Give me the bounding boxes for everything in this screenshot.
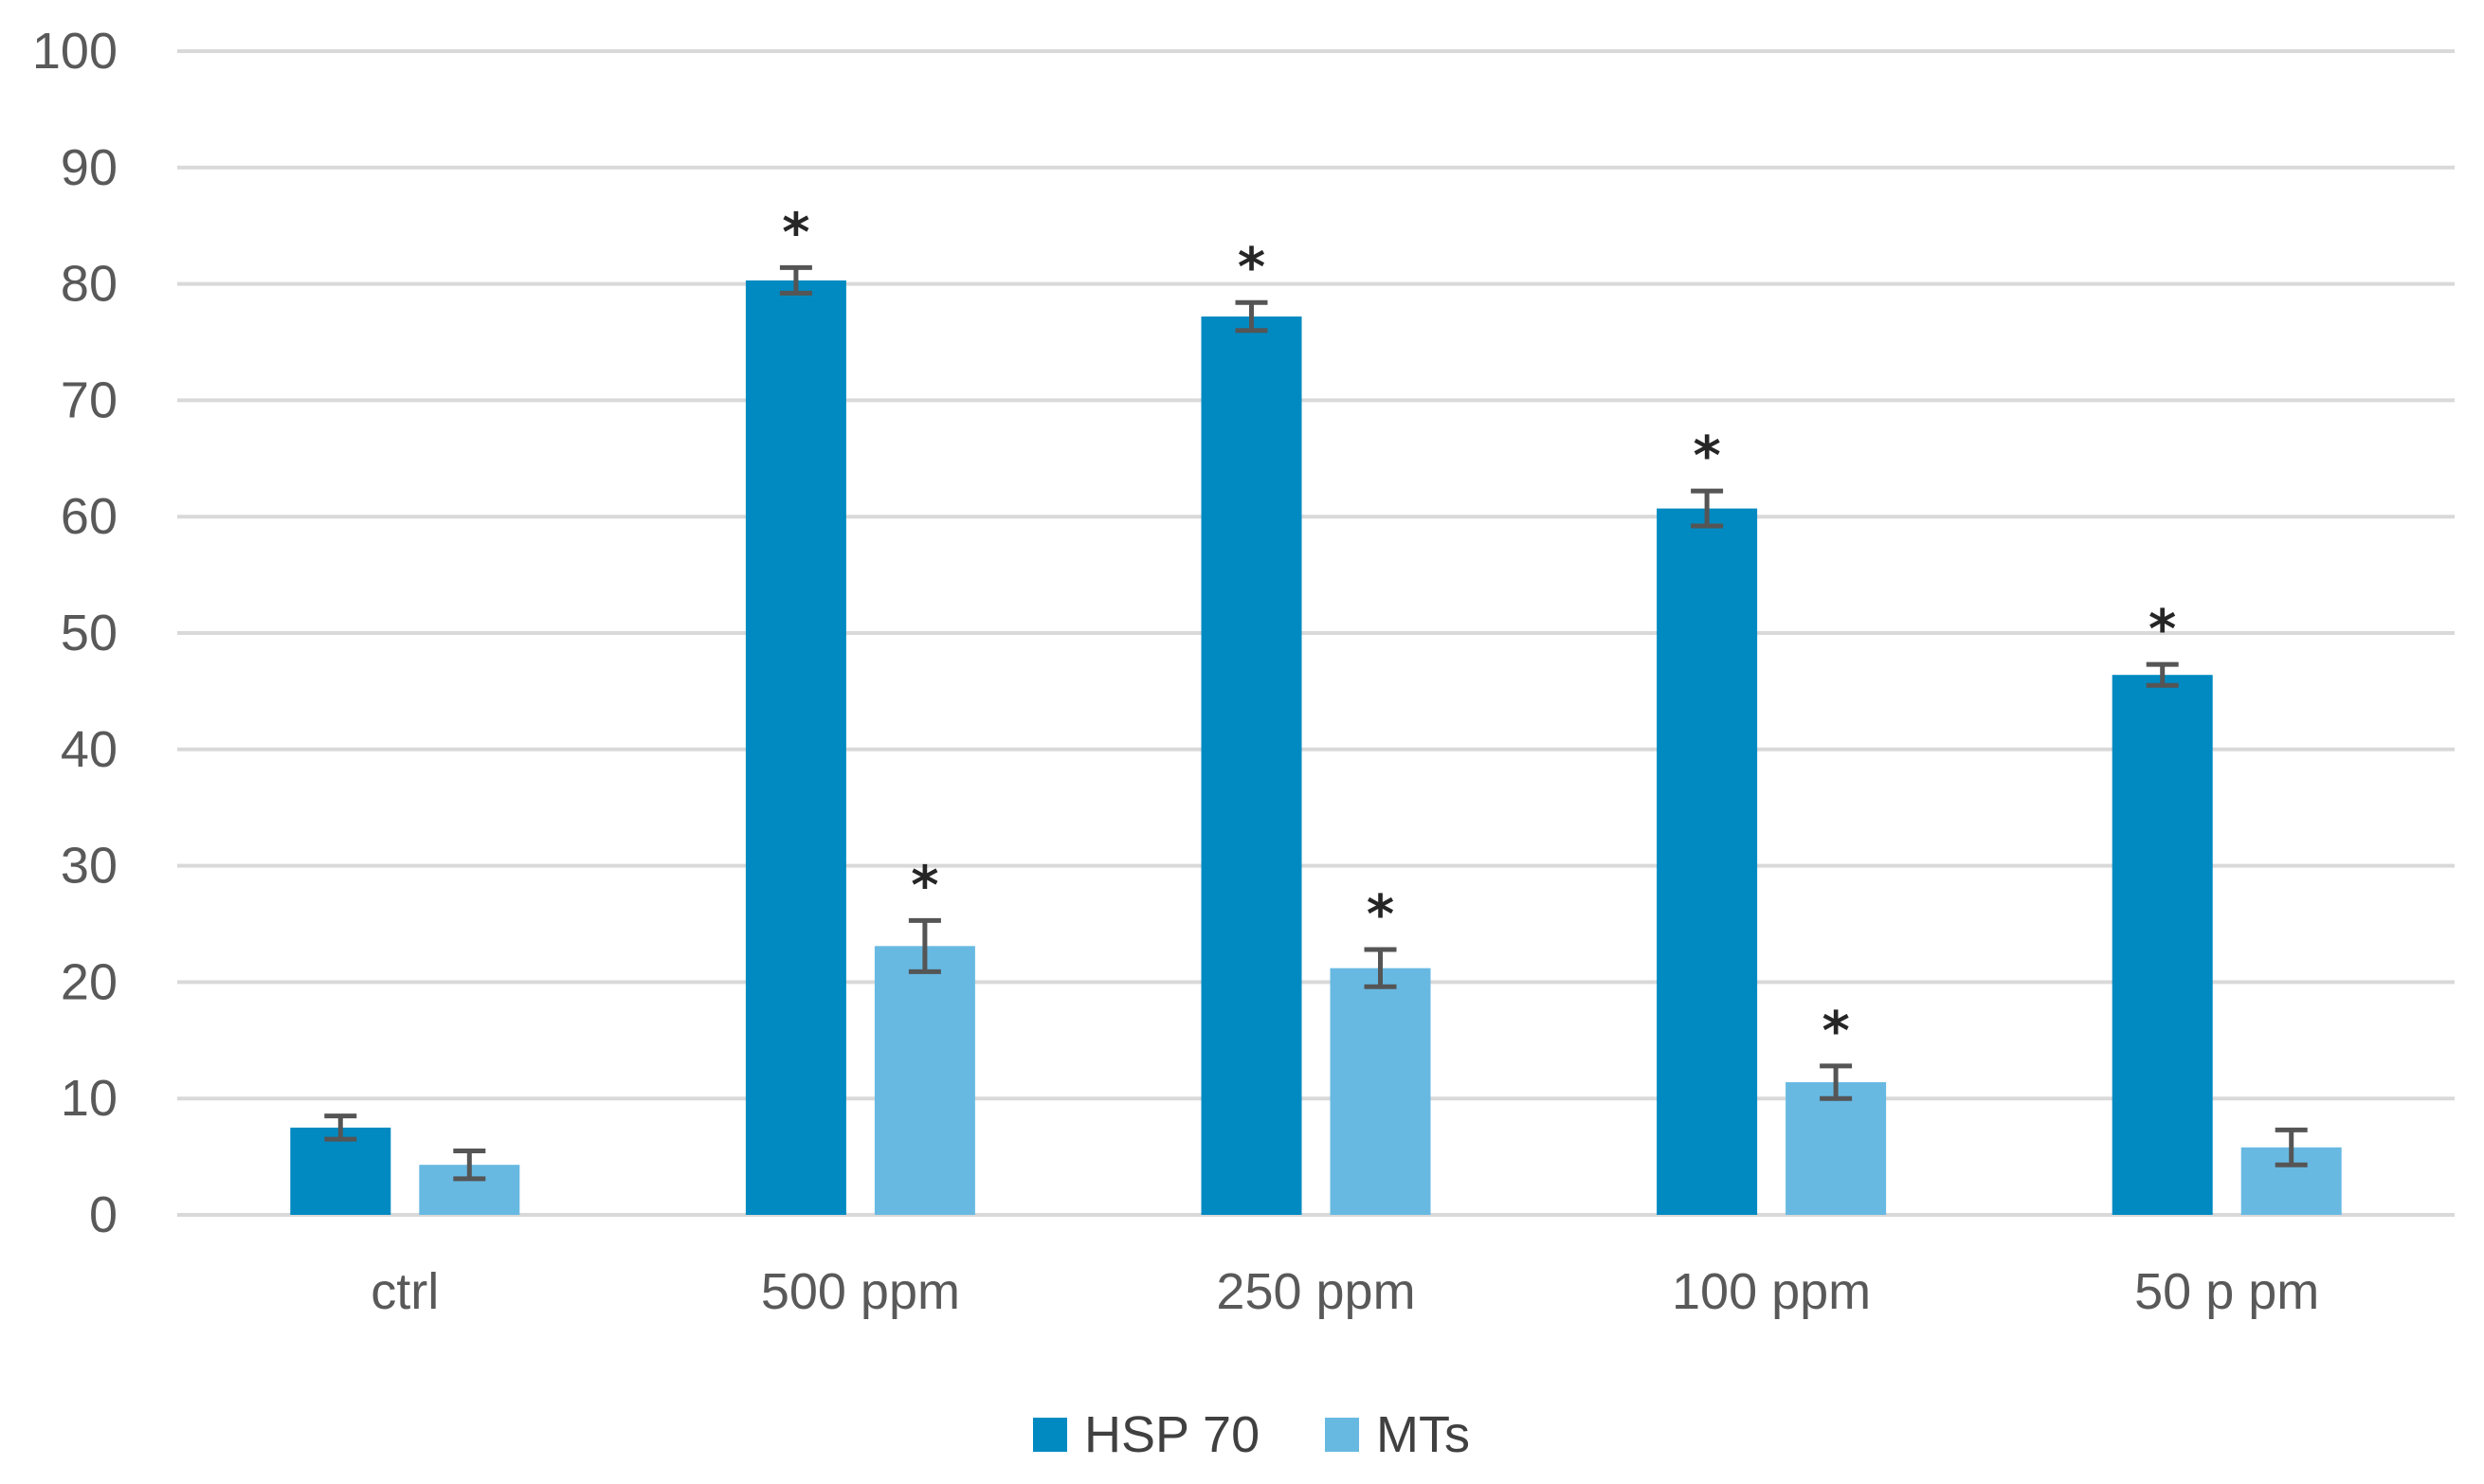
bar-hsp-70-500-ppm: [745, 280, 846, 1215]
error-bar-hsp-70-ctrl: [324, 1113, 357, 1142]
x-category-label-250-ppm: 250 ppm: [1216, 1263, 1415, 1320]
y-tick-label-20: 20: [61, 953, 118, 1010]
error-bar-mts-250-ppm: [1364, 947, 1397, 989]
legend-label: HSP 70: [1084, 1406, 1260, 1463]
significance-marker-mts-500-ppm: *: [911, 855, 938, 916]
legend: HSP 70 MTs: [1033, 1406, 1470, 1463]
bar-mts-250-ppm: [1330, 968, 1431, 1215]
gridlines: [177, 49, 2455, 1217]
bars: [290, 280, 2342, 1215]
significance-marker-hsp-70-500-ppm: *: [782, 202, 809, 263]
y-tick-label-80: 80: [61, 256, 118, 313]
error-bars: [324, 264, 2308, 1182]
y-tick-label-30: 30: [61, 838, 118, 895]
x-category-label-50-p-pm: 50 p pm: [2134, 1263, 2319, 1320]
legend-item-hsp-70: HSP 70: [1033, 1406, 1260, 1463]
error-bar-hsp-70-100-ppm: [1691, 488, 1724, 529]
error-bar-mts-ctrl: [453, 1148, 486, 1182]
y-tick-label-10: 10: [61, 1070, 118, 1127]
legend-swatch: [1033, 1418, 1067, 1452]
y-tick-label-0: 0: [89, 1186, 118, 1243]
y-tick-label-70: 70: [61, 371, 118, 428]
bar-mts-500-ppm: [874, 946, 975, 1215]
error-bar-mts-50-p-pm: [2275, 1127, 2308, 1167]
legend-label: MTs: [1376, 1406, 1470, 1463]
x-axis-category-labels: ctrl 500 ppm 250 ppm 100 ppm 50 p pm: [371, 1263, 2319, 1320]
y-tick-label-40: 40: [61, 721, 118, 778]
y-axis-tick-labels: 0 10 20 30 40 50 60 70 80 90 100: [32, 23, 118, 1243]
y-tick-label-60: 60: [61, 488, 118, 545]
bar-hsp-70-100-ppm: [1657, 508, 1758, 1215]
bar-mts-100-ppm: [1786, 1082, 1887, 1215]
y-tick-label-90: 90: [61, 139, 118, 196]
significance-marker-hsp-70-100-ppm: *: [1693, 425, 1720, 487]
legend-item-mts: MTs: [1325, 1406, 1470, 1463]
error-bar-mts-500-ppm: [908, 917, 941, 974]
significance-marker-hsp-70-50-p-pm: *: [2149, 599, 2176, 661]
error-bar-hsp-70-50-p-pm: [2146, 661, 2179, 688]
significance-marker-hsp-70-250-ppm: *: [1238, 237, 1265, 299]
bar-hsp-70-50-p-pm: [2112, 675, 2213, 1215]
error-bar-mts-100-ppm: [1820, 1063, 1853, 1101]
significance-marker-mts-250-ppm: *: [1367, 884, 1394, 946]
bar-hsp-70-ctrl: [290, 1127, 391, 1215]
error-bar-hsp-70-500-ppm: [779, 264, 812, 296]
x-category-label-ctrl: ctrl: [371, 1263, 439, 1320]
error-bar-hsp-70-250-ppm: [1235, 299, 1268, 334]
legend-swatch: [1325, 1418, 1359, 1452]
x-category-label-100-ppm: 100 ppm: [1672, 1263, 1871, 1320]
x-category-label-500-ppm: 500 ppm: [761, 1263, 960, 1320]
bar-hsp-70-250-ppm: [1201, 316, 1302, 1215]
significance-markers: * * * * * * *: [782, 202, 2176, 1061]
y-tick-label-100: 100: [32, 23, 118, 80]
y-tick-label-50: 50: [61, 605, 118, 661]
significance-marker-mts-100-ppm: *: [1822, 1001, 1849, 1062]
